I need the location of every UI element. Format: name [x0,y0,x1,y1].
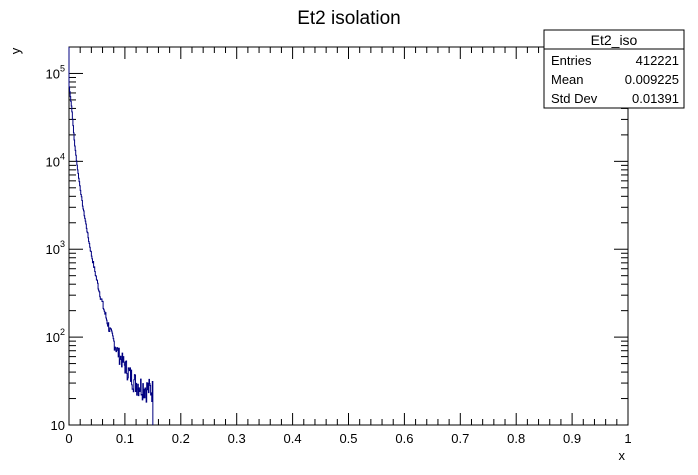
stats-row-label: Mean [551,72,584,87]
stats-row-label: Std Dev [551,91,598,106]
y-tick-label: 10 [51,418,65,433]
stats-box-title: Et2_iso [591,32,638,48]
x-tick-label: 1 [624,431,631,446]
histogram-line [68,47,154,425]
stats-legend-box: Et2_iso Entries 412221 Mean 0.009225 Std Dev… [543,29,685,109]
chart-title: Et2 isolation [297,8,401,29]
stats-box-frame [543,29,685,109]
x-tick-label: 0.6 [395,431,413,446]
x-axis-label: x [619,448,626,463]
stats-rows: Entries 412221 Mean 0.009225 Std Dev 0.01391 [551,53,679,106]
x-tick-label: 0.3 [228,431,246,446]
y-tick-label: 105 [46,63,65,81]
y-axis-label: y [8,47,23,54]
stats-row-value: 412221 [636,53,679,68]
y-tick-label: 104 [46,151,65,169]
y-axis: 10 102 103 104 105 [46,46,628,433]
x-tick-label: 0.2 [172,431,190,446]
stats-row-value: 0.01391 [632,91,679,106]
x-tick-label: 0.1 [116,431,134,446]
x-tick-label: 0.7 [451,431,469,446]
x-tick-label: 0 [65,431,72,446]
y-tick-label: 103 [46,239,65,257]
histogram-series [68,47,154,425]
y-tick-label: 102 [46,327,65,345]
x-tick-label: 0.8 [507,431,525,446]
stats-row-label: Entries [551,53,592,68]
x-tick-label: 0.9 [563,431,581,446]
stats-row-value: 0.009225 [625,72,679,87]
x-tick-label: 0.5 [339,431,357,446]
x-tick-label: 0.4 [284,431,302,446]
